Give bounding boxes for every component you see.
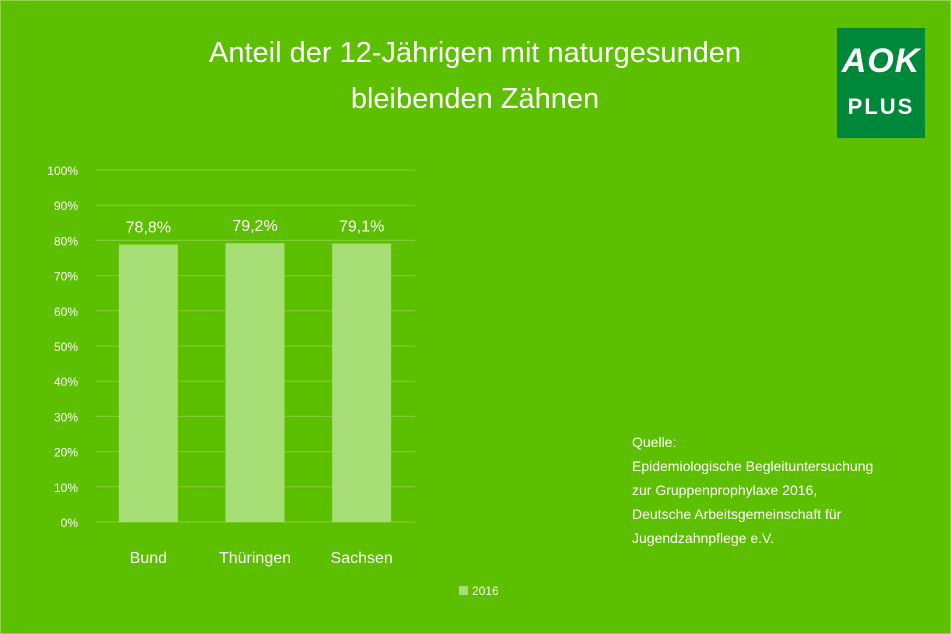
bar — [118, 244, 178, 522]
y-tick-label: 30% — [54, 410, 78, 424]
data-labels: 78,8% 79,2% 79,1% — [126, 218, 385, 236]
category-label: Bund — [130, 550, 167, 567]
legend-swatch — [459, 586, 468, 595]
category-label: Sachsen — [331, 550, 393, 567]
bar — [332, 243, 392, 522]
bar — [225, 243, 285, 522]
y-tick-label: 70% — [54, 270, 78, 284]
source-line-3: Deutsche Arbeitsgemeinschaft für — [632, 506, 842, 522]
data-label: 79,1% — [339, 219, 384, 236]
logo-text-aok: AOK — [841, 42, 921, 80]
y-tick-label: 80% — [54, 234, 78, 248]
y-tick-label: 90% — [54, 199, 78, 213]
source-label: Quelle: — [632, 434, 677, 450]
legend-label: 2016 — [472, 584, 499, 598]
source-line-1: Epidemiologische Begleituntersuchung — [632, 458, 874, 474]
chart-title: Anteil der 12-Jährigen mit naturgesunden… — [150, 30, 800, 122]
legend: 2016 — [459, 584, 499, 598]
logo-text-plus: PLUS — [847, 94, 915, 119]
source-line-2: zur Gruppenprophylaxe 2016, — [632, 482, 818, 498]
y-axis-ticks: 0% 10% 20% 30% 40% 50% 60% 70% 80% 90% 100% — [47, 164, 78, 530]
y-tick-label: 10% — [54, 481, 78, 495]
y-tick-label: 40% — [54, 375, 78, 389]
chart-title-line-1: Anteil der 12-Jährigen mit naturgesunden — [209, 37, 741, 69]
y-tick-label: 0% — [61, 516, 79, 530]
y-tick-label: 20% — [54, 446, 78, 460]
y-tick-label: 60% — [54, 305, 78, 319]
source-line-4: Jugendzahnpflege e.V. — [632, 530, 774, 546]
source-note: Quelle: Epidemiologische Begleituntersuc… — [632, 430, 932, 550]
data-label: 79,2% — [232, 218, 277, 235]
aok-plus-logo: AOK PLUS — [837, 28, 925, 138]
y-tick-label: 100% — [47, 164, 78, 178]
bars — [118, 243, 392, 522]
chart-title-line-2: bleibenden Zähnen — [350, 83, 600, 115]
data-label: 78,8% — [126, 220, 171, 237]
x-axis-categories: Bund Thüringen Sachsen — [130, 550, 393, 567]
category-label: Thüringen — [219, 550, 291, 567]
y-tick-label: 50% — [54, 340, 78, 354]
